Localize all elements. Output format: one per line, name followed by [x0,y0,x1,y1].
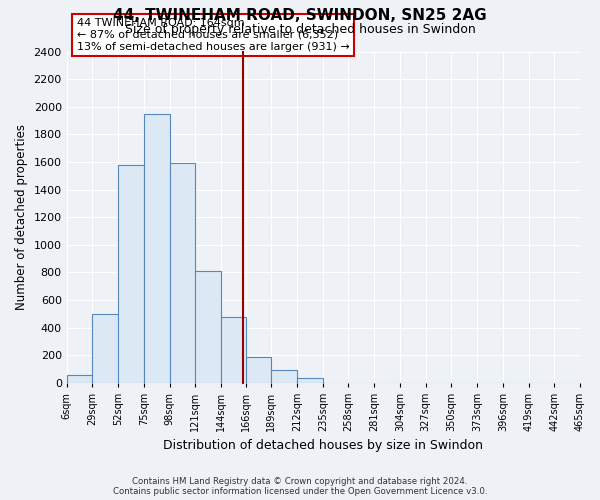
Y-axis label: Number of detached properties: Number of detached properties [15,124,28,310]
Bar [118,164,144,383]
Bar [297,378,323,383]
Text: Size of property relative to detached houses in Swindon: Size of property relative to detached ho… [125,22,475,36]
Text: Contains HM Land Registry data © Crown copyright and database right 2024.
Contai: Contains HM Land Registry data © Crown c… [113,476,487,496]
Bar [195,271,221,383]
Bar [144,114,170,383]
X-axis label: Distribution of detached houses by size in Swindon: Distribution of detached houses by size … [163,440,484,452]
Bar [245,356,271,383]
Text: 44, TWINEHAM ROAD, SWINDON, SN25 2AG: 44, TWINEHAM ROAD, SWINDON, SN25 2AG [113,8,487,22]
Bar [67,375,92,383]
Bar [271,370,297,383]
Bar [92,314,118,383]
Text: 44 TWINEHAM ROAD: 164sqm
← 87% of detached houses are smaller (6,352)
13% of sem: 44 TWINEHAM ROAD: 164sqm ← 87% of detach… [77,18,350,52]
Bar [221,316,245,383]
Bar [170,164,195,383]
